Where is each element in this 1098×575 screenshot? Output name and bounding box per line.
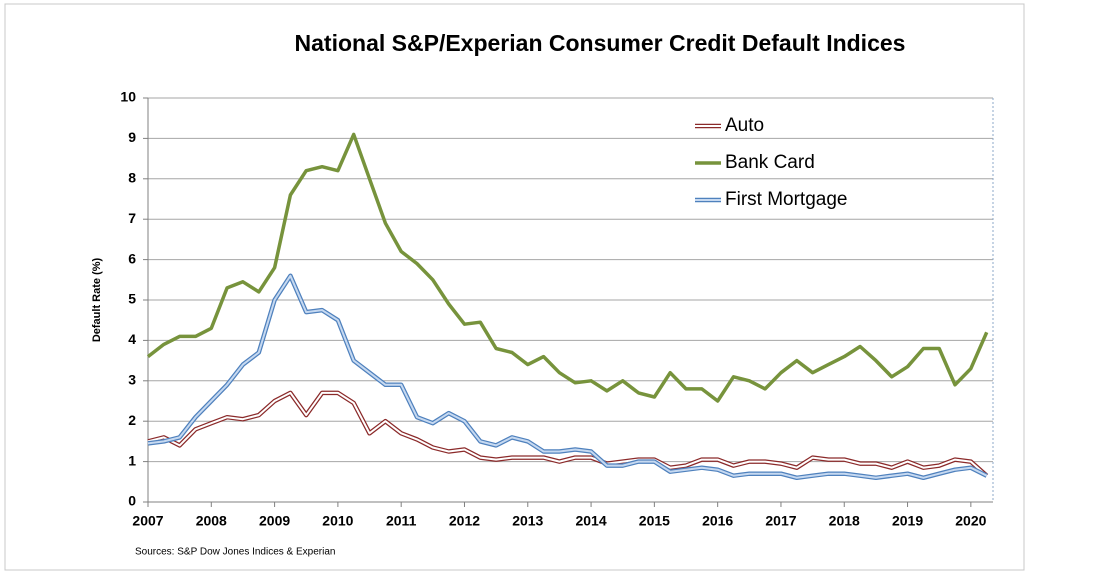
y-tick-label: 9 [128,129,136,145]
x-tick-label: 2017 [765,513,796,529]
legend-label: First Mortgage [725,189,847,210]
x-tick-label: 2009 [259,513,290,529]
x-tick-label: 2012 [449,513,480,529]
legend-label: Auto [725,115,764,136]
x-tick-label: 2011 [386,513,417,529]
y-tick-label: 2 [128,412,136,428]
line [146,132,989,403]
x-tick-label: 2020 [955,513,986,529]
x-tick-label: 2015 [639,513,670,529]
x-tick-label: 2016 [702,513,733,529]
line [147,391,988,477]
x-tick-label: 2019 [892,513,923,529]
y-tick-label: 0 [128,493,136,509]
y-tick-label: 4 [128,331,136,347]
chart-title: National S&P/Experian Consumer Credit De… [295,30,906,56]
y-tick-label: 5 [128,291,136,307]
x-tick-label: 2018 [829,513,860,529]
frame [4,3,1025,571]
y-tick-label: 7 [128,210,136,226]
source-note: Sources: S&P Dow Jones Indices & Experia… [135,547,335,558]
y-tick-label: 1 [128,452,136,468]
y-tick-label: 6 [128,250,136,266]
line [147,274,988,479]
x-tick-label: 2014 [575,513,606,529]
legend-label: Bank Card [725,152,815,173]
x-tick-label: 2007 [132,513,163,529]
y-axis-label: Default Rate (%) [91,257,103,342]
y-tick-label: 8 [128,170,136,186]
x-tick-label: 2010 [322,513,353,529]
x-tick-label: 2013 [512,513,543,529]
y-tick-label: 10 [120,89,136,105]
y-tick-label: 3 [128,372,136,388]
x-tick-label: 2008 [196,513,227,529]
